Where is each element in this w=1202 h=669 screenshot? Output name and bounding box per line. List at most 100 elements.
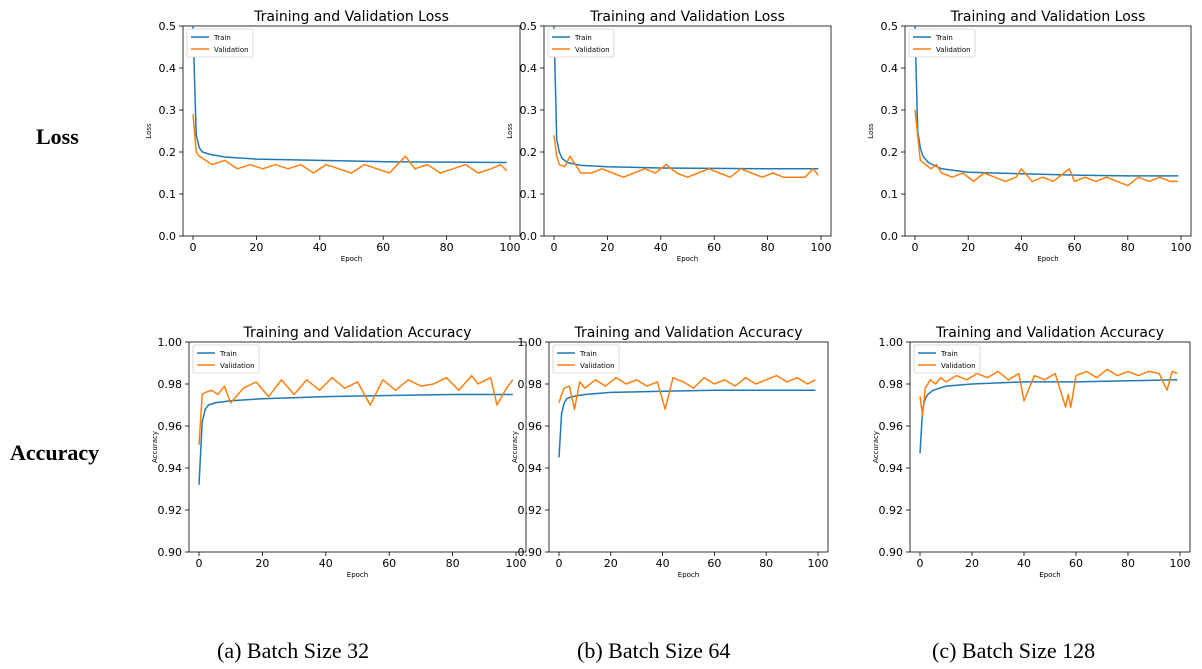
- chart-accuracy-batch-128: 0.90 0.92 0.94 0.96 0.98 1.00 0 20 40 60 80 100 Trai…: [872, 325, 1191, 579]
- x-tick-label: 100: [506, 557, 527, 570]
- y-tick-label: 0.1: [881, 188, 899, 201]
- x-tick-label: 100: [811, 241, 832, 254]
- legend-label-validation: Validation: [936, 46, 971, 54]
- chart-title: Training and Validation Accuracy: [243, 325, 472, 341]
- legend-label-train: Train: [213, 34, 231, 42]
- x-axis-label: Epoch: [677, 255, 698, 263]
- y-tick-label: 0.5: [159, 20, 177, 33]
- y-tick-label: 0.5: [881, 20, 899, 33]
- y-tick-label: 0.4: [159, 62, 177, 75]
- caption-a: (a) Batch Size 32: [217, 638, 370, 663]
- y-tick-label: 1.00: [518, 336, 543, 349]
- legend-box: [552, 344, 620, 374]
- legend: Train Validation: [552, 344, 620, 374]
- series-line-validation: [553, 135, 819, 178]
- series-line-validation: [558, 374, 816, 410]
- y-tick-label: 0.90: [158, 546, 183, 559]
- y-tick-label: 0.4: [881, 62, 899, 75]
- legend-box: [192, 344, 260, 374]
- legend-label-validation: Validation: [220, 362, 255, 370]
- chart-title: Training and Validation Accuracy: [935, 325, 1164, 341]
- row-label-accuracy: Accuracy: [10, 440, 100, 465]
- x-tick-label: 80: [759, 557, 773, 570]
- legend-label-validation: Validation: [214, 46, 249, 54]
- series-line-train: [919, 379, 1178, 454]
- legend-label-train: Train: [574, 34, 592, 42]
- caption-c: (c) Batch Size 128: [932, 638, 1096, 663]
- x-tick-label: 0: [556, 557, 563, 570]
- y-tick-label: 0.90: [879, 546, 904, 559]
- y-tick-label: 0.96: [158, 420, 183, 433]
- x-tick-label: 40: [1014, 241, 1028, 254]
- y-tick-label: 0.98: [879, 378, 904, 391]
- legend: Train Validation: [913, 344, 981, 374]
- x-tick-label: 80: [761, 241, 775, 254]
- y-tick-label: 0.94: [518, 462, 543, 475]
- y-tick-label: 0.92: [518, 504, 543, 517]
- chart-title: Training and Validation Accuracy: [574, 325, 803, 341]
- chart-loss-batch-32: 0.0 0.1 0.2 0.3 0.4 0.5 0 20 40 60 80 100 Training a…: [145, 9, 521, 263]
- y-tick-label: 0.1: [520, 188, 538, 201]
- x-tick-label: 0: [551, 241, 558, 254]
- x-tick-label: 60: [376, 241, 390, 254]
- y-axis-label: Accuracy: [151, 431, 159, 463]
- plot-frame: [904, 25, 1192, 237]
- x-tick-label: 40: [656, 557, 670, 570]
- y-tick-label: 0.92: [879, 504, 904, 517]
- series-line-validation: [192, 114, 508, 174]
- legend: Train Validation: [547, 28, 615, 58]
- chart-loss-batch-64: 0.0 0.1 0.2 0.3 0.4 0.5 0 20 40 60 80 100 Training a…: [506, 9, 832, 263]
- y-tick-label: 0.96: [518, 420, 543, 433]
- y-tick-label: 0.94: [158, 462, 183, 475]
- x-tick-label: 80: [1121, 241, 1135, 254]
- legend-box: [913, 344, 981, 374]
- y-tick-label: 0.4: [520, 62, 538, 75]
- x-tick-label: 0: [917, 557, 924, 570]
- legend: Train Validation: [192, 344, 260, 374]
- x-tick-label: 100: [1171, 241, 1192, 254]
- y-tick-label: 0.2: [520, 146, 538, 159]
- plot-frame: [543, 25, 832, 237]
- series-line-train: [198, 393, 513, 485]
- x-axis-label: Epoch: [347, 571, 368, 579]
- x-tick-label: 60: [382, 557, 396, 570]
- plot-frame: [548, 341, 829, 553]
- x-tick-label: 0: [912, 241, 919, 254]
- series-line-train: [192, 25, 507, 164]
- x-axis-label: Epoch: [341, 255, 362, 263]
- plot-frame: [182, 25, 521, 237]
- x-tick-label: 20: [255, 557, 269, 570]
- y-tick-label: 0.0: [881, 230, 899, 243]
- legend-label-train: Train: [219, 350, 237, 358]
- legend-box: [908, 28, 976, 58]
- y-axis-label: Loss: [506, 123, 514, 139]
- row-label-loss: Loss: [36, 124, 79, 149]
- chart-title: Training and Validation Loss: [950, 9, 1146, 25]
- plot-frame: [909, 341, 1191, 553]
- x-tick-label: 20: [961, 241, 975, 254]
- x-tick-label: 20: [604, 557, 618, 570]
- legend: Train Validation: [908, 28, 976, 58]
- y-tick-label: 0.1: [159, 188, 177, 201]
- series-line-train: [914, 25, 1179, 177]
- caption-b: (b) Batch Size 64: [577, 638, 731, 663]
- y-tick-label: 0.5: [520, 20, 538, 33]
- x-tick-label: 0: [190, 241, 197, 254]
- plot-frame: [188, 341, 527, 553]
- x-tick-label: 40: [319, 557, 333, 570]
- chart-accuracy-batch-32: 0.90 0.92 0.94 0.96 0.98 1.00 0 20 40 60 80 100 Trai…: [151, 325, 527, 579]
- x-tick-label: 60: [707, 241, 721, 254]
- legend-label-validation: Validation: [580, 362, 615, 370]
- x-tick-label: 60: [1068, 241, 1082, 254]
- legend-box: [186, 28, 254, 58]
- legend-label-train: Train: [935, 34, 953, 42]
- y-tick-label: 0.2: [881, 146, 899, 159]
- x-axis-label: Epoch: [678, 571, 699, 579]
- chart-loss-batch-128: 0.0 0.1 0.2 0.3 0.4 0.5 0 20 40 60 80 100 Training a…: [867, 9, 1192, 263]
- y-axis-label: Accuracy: [511, 431, 519, 463]
- series-line-train: [558, 389, 816, 458]
- x-tick-label: 40: [654, 241, 668, 254]
- x-tick-label: 80: [1121, 557, 1135, 570]
- series-line-validation: [198, 374, 514, 445]
